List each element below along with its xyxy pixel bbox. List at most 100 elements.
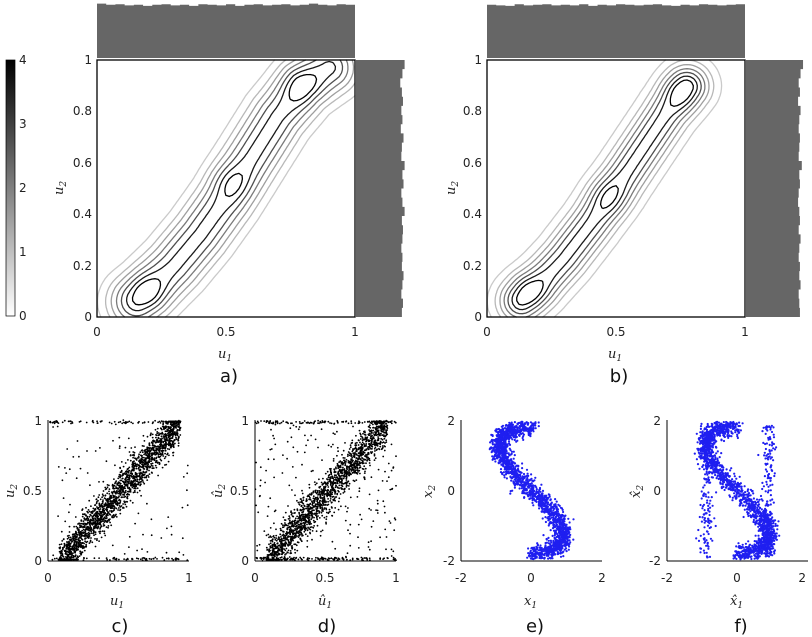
scatter-point <box>330 489 332 492</box>
scatter-point <box>101 496 103 499</box>
scatter-point <box>94 538 96 540</box>
scatter-point <box>304 526 306 528</box>
scatter-point <box>72 534 74 536</box>
scatter-point <box>361 439 364 442</box>
scatter-point <box>273 542 276 544</box>
scatter-point <box>165 551 168 554</box>
scatter-point <box>134 522 137 525</box>
scatter-point <box>327 476 330 479</box>
scatter-point <box>150 460 153 463</box>
scatter-point <box>283 548 286 550</box>
scatter-point <box>169 421 172 424</box>
scatter-point <box>90 505 92 508</box>
scatter-point <box>67 420 70 423</box>
scatter-point <box>279 422 281 425</box>
scatter-point <box>327 420 330 423</box>
scatter-point <box>133 453 135 456</box>
scatter-point <box>144 462 147 465</box>
scatter-point <box>377 468 380 471</box>
scatter-point <box>365 448 368 451</box>
scatter-point <box>286 440 289 443</box>
scatter-point <box>382 455 385 458</box>
scatter-point <box>110 504 113 507</box>
scatter-point <box>359 433 362 436</box>
scatter-point <box>72 548 75 551</box>
scatter-point <box>294 512 296 514</box>
scatter-point <box>150 432 152 435</box>
scatter-point <box>295 544 298 547</box>
scatter-point <box>345 469 348 472</box>
scatter-point <box>71 421 73 423</box>
scatter-point <box>343 482 346 485</box>
scatter-point <box>66 448 69 450</box>
scatter-point <box>332 432 335 435</box>
scatter-point <box>169 423 172 426</box>
scatter-point <box>161 451 164 454</box>
scatter-point <box>157 461 159 464</box>
scatter-point <box>136 457 139 459</box>
scatter-point <box>307 515 309 518</box>
scatter-point <box>307 517 310 520</box>
scatter-point <box>136 549 139 552</box>
scatter-point <box>96 538 98 540</box>
scatter-point <box>382 441 385 444</box>
scatter-point <box>334 556 336 559</box>
scatter-point <box>390 548 393 551</box>
scatter-point <box>354 422 357 424</box>
scatter-point <box>356 558 359 560</box>
scatter-point <box>327 493 330 496</box>
scatter-point <box>351 466 354 469</box>
scatter-point <box>98 517 100 520</box>
scatter-point <box>340 505 342 508</box>
scatter-point <box>377 436 379 438</box>
scatter-point <box>121 507 124 509</box>
scatter-point <box>161 466 164 469</box>
scatter-point <box>318 500 321 502</box>
scatter-point <box>260 420 262 422</box>
scatter-point <box>369 427 372 429</box>
scatter-point <box>373 433 376 436</box>
scatter-point <box>377 429 380 432</box>
contour-line <box>110 59 355 318</box>
scatter-point <box>364 467 367 470</box>
scatter-point <box>298 513 301 515</box>
scatter-point <box>128 476 131 479</box>
scatter-point <box>315 492 318 495</box>
scatter-point <box>275 539 278 542</box>
scatter-point <box>320 511 323 514</box>
scatter-point <box>270 448 273 450</box>
scatter-point <box>280 536 282 538</box>
scatter-point <box>312 506 315 508</box>
scatter-point <box>154 464 157 467</box>
scatter-point <box>348 448 351 450</box>
scatter-point <box>112 514 115 516</box>
scatter-point <box>372 520 375 522</box>
scatter-point <box>255 556 258 559</box>
scatter-point <box>93 557 96 560</box>
scatter-point <box>112 487 115 490</box>
scatter-point <box>326 504 329 506</box>
scatter-point <box>347 507 349 509</box>
scatter-point <box>161 432 164 435</box>
scatter-point <box>136 491 139 494</box>
scatter-point <box>65 551 67 554</box>
scatter-point <box>300 518 303 521</box>
scatter-point <box>138 469 141 472</box>
scatter-point <box>90 526 92 529</box>
scatter-point <box>357 448 360 451</box>
scatter-point <box>351 472 354 474</box>
scatter-point <box>364 470 366 473</box>
scatter-point <box>317 558 320 560</box>
scatter-point <box>336 486 339 488</box>
scatter-point <box>329 476 332 478</box>
scatter-point <box>359 446 361 449</box>
scatter-point <box>364 434 367 436</box>
scatter-point <box>285 547 288 550</box>
scatter-point <box>128 420 131 423</box>
scatter-point <box>341 469 344 472</box>
scatter-point <box>316 500 318 503</box>
scatter-point <box>358 467 361 469</box>
scatter-point <box>109 502 112 505</box>
scatter-point <box>324 472 327 475</box>
scatter-point <box>345 479 348 481</box>
